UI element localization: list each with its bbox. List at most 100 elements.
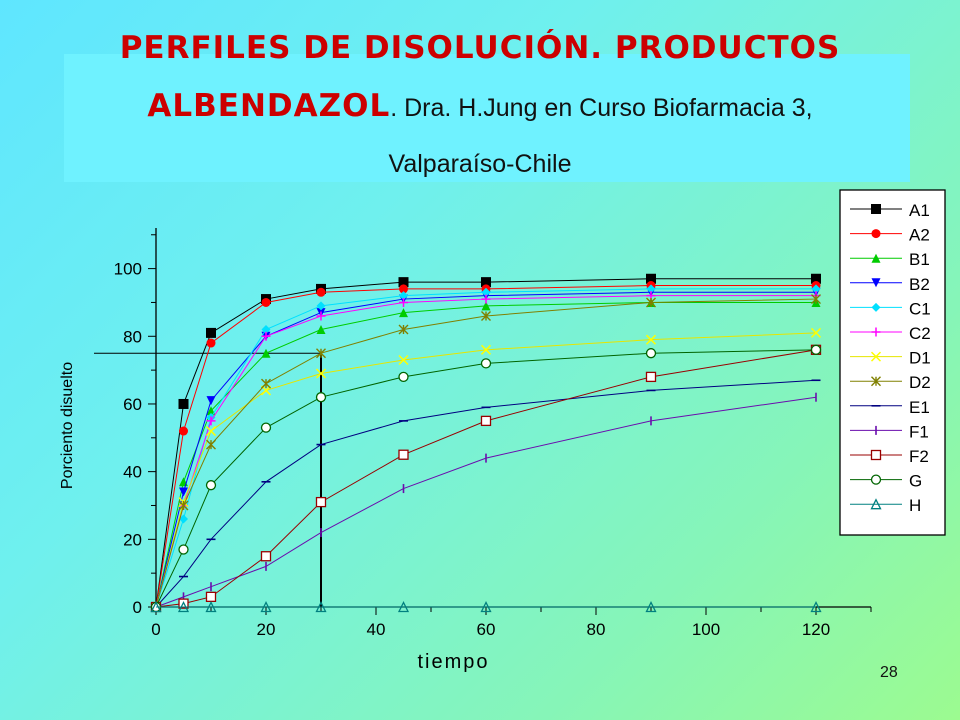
series-line-d1 (155, 332, 817, 608)
y-tick-label: 0 (133, 598, 142, 617)
legend-item-c2: C2 (850, 324, 931, 343)
legend-label: F2 (909, 447, 929, 466)
legend-item-b2: B2 (850, 275, 930, 294)
series-e1 (151, 379, 821, 608)
data-point-c2 (206, 416, 216, 426)
series-d1 (150, 327, 822, 613)
data-point-f2 (480, 415, 492, 427)
legend-swatch-marker (871, 376, 881, 387)
data-point-d2 (178, 500, 189, 511)
data-point-h (810, 601, 822, 613)
legend-label: A2 (909, 226, 930, 245)
legend-box (839, 189, 946, 536)
x-tick-label: 20 (257, 620, 276, 639)
legend-item-d2: D2 (850, 373, 931, 392)
series-line-a1 (155, 278, 816, 608)
data-point-c1 (811, 284, 821, 294)
data-point-a2 (206, 338, 216, 348)
legend-swatch-marker (871, 253, 881, 263)
x-tick-label: 80 (587, 620, 606, 639)
data-point-d1 (645, 334, 657, 345)
y-axis-label: Porciento disuelto (59, 362, 76, 489)
data-point-c2 (261, 331, 271, 341)
legend-item-a1: A1 (850, 201, 930, 220)
data-point-g (810, 344, 822, 355)
data-point-b1 (399, 308, 408, 318)
x-tick-label: 100 (692, 620, 720, 639)
data-point-d1 (810, 327, 822, 338)
data-point-a2 (261, 297, 271, 307)
legend-item-b1: B1 (850, 250, 930, 269)
series-line-f2 (155, 349, 817, 608)
data-point-c2 (481, 294, 491, 304)
y-tick-label: 20 (123, 530, 142, 549)
legend-item-f1: F1 (850, 422, 929, 441)
legend-item-d1: D1 (850, 349, 931, 368)
chart-legend: A1 A2 B1 B2 C1 C2 D1 D2 E1 F1 F2 GH (839, 189, 946, 536)
series-d2 (151, 294, 821, 612)
data-point-a2 (179, 426, 188, 436)
data-point-c2 (316, 311, 326, 321)
title-part4: Valparaíso-Chile (388, 150, 572, 178)
data-point-c1 (481, 287, 491, 297)
legend-item-a2: A2 (850, 226, 930, 245)
data-point-c1 (316, 301, 326, 311)
data-point-d2 (316, 348, 326, 359)
legend-label: F1 (909, 422, 929, 441)
legend-swatch-marker (871, 229, 881, 239)
data-point-h (205, 601, 217, 613)
data-point-f2 (315, 496, 327, 508)
title-part2: ALBENDAZOL (147, 88, 391, 124)
data-point-h (177, 601, 190, 613)
data-point-f2 (645, 371, 657, 383)
legend-label: G (909, 472, 922, 491)
series-line-b2 (155, 291, 816, 608)
legend-swatch-marker (871, 327, 881, 337)
data-point-h (397, 601, 410, 613)
legend-item-h: H (850, 496, 921, 515)
data-point-g (398, 371, 409, 383)
legend-swatch-marker (870, 474, 882, 485)
legend-swatch-marker (871, 204, 881, 214)
x-axis-label: tiempo (417, 651, 489, 673)
legend-swatch-marker (871, 278, 881, 288)
series-a2 (151, 281, 821, 612)
data-point-h (150, 601, 162, 613)
data-point-a2 (399, 284, 408, 294)
data-point-c1 (179, 514, 188, 524)
data-point-d2 (206, 439, 216, 450)
legend-label: D2 (909, 373, 931, 392)
x-tick-label: 40 (367, 620, 386, 639)
data-point-c2 (399, 297, 408, 307)
data-point-c1 (261, 325, 271, 335)
legend-label: B2 (909, 275, 930, 294)
data-point-b1 (316, 325, 326, 335)
data-point-d2 (261, 378, 271, 389)
series-c2 (151, 291, 821, 612)
data-point-b2 (206, 396, 216, 406)
legend-swatch-marker (870, 351, 882, 362)
series-h (150, 601, 822, 613)
data-point-d1 (315, 368, 327, 379)
y-tick-label: 40 (123, 463, 142, 482)
data-point-g (480, 358, 492, 369)
title-box (64, 54, 910, 182)
title-part1: PERFILES DE DISOLUCIÓN. PRODUCTOS (119, 30, 841, 66)
data-point-d2 (646, 297, 656, 308)
data-point-b1 (481, 301, 491, 311)
legend-item-g: G (850, 472, 922, 491)
slide-number: 28 (880, 664, 898, 681)
data-point-f2 (398, 449, 409, 460)
data-point-h (480, 601, 492, 613)
data-point-d1 (398, 354, 409, 366)
data-point-a2 (316, 287, 326, 297)
data-point-g (205, 480, 217, 491)
data-point-a1 (178, 398, 189, 409)
legend-swatch-marker (870, 449, 882, 461)
legend-label: D1 (909, 349, 931, 368)
legend-item-c1: C1 (850, 299, 931, 318)
data-point-d2 (398, 324, 409, 335)
data-point-c1 (399, 291, 408, 301)
data-point-d1 (205, 426, 217, 437)
